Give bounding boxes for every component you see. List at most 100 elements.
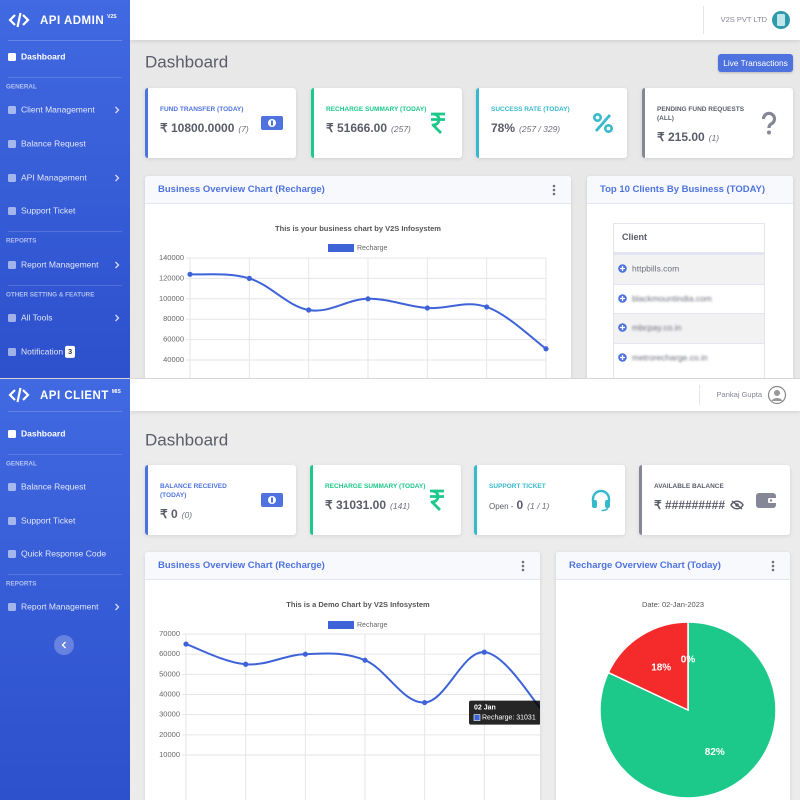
card-icon-part: [601, 507, 609, 512]
tooltip: 02 Jan Recharge: 31031: [469, 700, 540, 725]
top-bar: V2S PVT LTD: [130, 0, 800, 40]
table-row: mbcpay.co.in: [614, 313, 764, 343]
chart-subtitle: Date: 02-Jan-2023: [642, 600, 704, 609]
sidebar-divider: [8, 77, 122, 78]
chevron: [115, 106, 120, 114]
panel: Business Overview Chart (Recharge) This i…: [145, 176, 571, 378]
sidebar-item[interactable]: Dashboard: [0, 422, 130, 446]
sidebar-icon: [8, 550, 16, 558]
panel-title: Business Overview Chart (Recharge): [158, 183, 325, 195]
info-card: PENDING FUND REQUESTS (ALL) ₹ 215.00 (1): [642, 88, 793, 158]
hide-balance-icon[interactable]: [730, 500, 744, 510]
chevron: [115, 314, 120, 322]
y-tick-label: 80000: [163, 314, 184, 323]
sidebar-icon-part: [8, 314, 16, 322]
panel-menu[interactable]: [771, 560, 775, 572]
sidebar-item[interactable]: API Management: [0, 166, 130, 190]
chevron-part: [115, 174, 120, 182]
sidebar-item[interactable]: Balance Request: [0, 475, 130, 499]
brand-logo-part: [8, 12, 30, 28]
card-title: FUND TRANSFER (TODAY): [160, 106, 244, 113]
sidebar-item[interactable]: Client Management: [0, 98, 130, 122]
line-chart: This is a Demo Chart by V2S Infosystem Re…: [159, 600, 540, 800]
card-icon-part: [271, 497, 273, 503]
point: [422, 699, 428, 706]
point: [362, 657, 368, 663]
panel-menu[interactable]: [552, 184, 556, 196]
card-title: RECHARGE SUMMARY (TODAY): [326, 106, 427, 113]
sidebar-icon-part: [8, 140, 16, 148]
sidebar-section: REPORTS: [6, 237, 37, 245]
legend-label: Recharge: [357, 245, 387, 252]
info-card: AVAILABLE BALANCE ₹ #########: [639, 465, 790, 535]
card-title: SUPPORT TICKET: [489, 483, 546, 490]
sidebar-item[interactable]: Quick Response Code: [0, 542, 130, 566]
brand: API CLIENT MIS: [40, 386, 121, 404]
legend-swatch: [328, 621, 354, 629]
user-name[interactable]: Pankaj Gupta: [716, 389, 762, 399]
expand-icon[interactable]: [618, 293, 627, 303]
expand-icon[interactable]: [618, 352, 627, 362]
client-name: mbcpay.co.in: [632, 322, 682, 333]
user-name[interactable]: V2S PVT LTD: [720, 14, 767, 24]
tooltip-label: Recharge: 31031: [482, 714, 536, 721]
panel-menu-part: [771, 564, 775, 568]
sidebar-icon: [8, 603, 16, 611]
sidebar-item[interactable]: All Tools: [0, 306, 130, 330]
sidebar-icon: [8, 207, 16, 215]
brand-tag: MIS: [111, 388, 121, 395]
sidebar-icon: [8, 140, 16, 148]
y-tick-label: 100000: [159, 294, 184, 303]
sidebar-item[interactable]: Report Management: [0, 595, 130, 619]
card-icon: [261, 116, 283, 130]
point: [246, 275, 252, 281]
panel-menu[interactable]: [521, 560, 525, 572]
sidebar-divider: [8, 411, 122, 412]
table-row: blackmountindia.com: [614, 283, 764, 313]
client-dashboard: Pankaj Gupta API CLIENT MIS Dashboard GENERA…: [0, 378, 800, 800]
sidebar-toggle[interactable]: [54, 635, 74, 655]
info-card: RECHARGE SUMMARY (TODAY) ₹ 31031.00 (141): [310, 465, 461, 535]
point: [484, 304, 490, 310]
user-avatar-part: [777, 14, 785, 26]
expand-icon[interactable]: [618, 323, 627, 332]
sidebar-icon-part: [8, 348, 16, 356]
sidebar-item[interactable]: Dashboard: [0, 45, 130, 69]
panel: Top 10 Clients By Business (TODAY) Client…: [587, 176, 793, 378]
sidebar-item[interactable]: Balance Request: [0, 132, 130, 156]
panel-title: Business Overview Chart (Recharge): [158, 559, 325, 571]
sidebar-item[interactable]: Support Ticket: [0, 509, 130, 533]
sidebar-icon: [8, 53, 16, 61]
sidebar-item[interactable]: Notification 3: [0, 340, 130, 364]
card-title: SUCCESS RATE (TODAY): [491, 106, 570, 113]
user-avatar-part: [774, 390, 780, 396]
panel-header: Business Overview Chart (Recharge): [145, 552, 540, 580]
card-count: (0): [181, 510, 193, 520]
chart-subtitle: This is a Demo Chart by V2S Infosystem: [286, 600, 430, 609]
sidebar-item[interactable]: Report Management: [0, 253, 130, 277]
sidebar-label: Report Management: [21, 259, 99, 270]
expand-icon[interactable]: [618, 264, 627, 273]
point: [424, 305, 430, 311]
point: [187, 271, 193, 277]
live-transactions-button[interactable]: Live Transactions: [718, 54, 793, 72]
card-icon-part: [591, 489, 611, 502]
hide-balance-icon-part: [731, 500, 743, 510]
y-tick-label: 10000: [159, 750, 180, 759]
sidebar-icon: [8, 483, 16, 491]
user-avatar[interactable]: [767, 385, 787, 405]
sidebar-icon: [8, 314, 16, 322]
chevron-part: [115, 314, 120, 322]
card-value-row: ₹ 31031.00 (141): [325, 496, 461, 514]
user-avatar[interactable]: [771, 10, 791, 30]
panel-title: Recharge Overview Chart (Today): [569, 559, 721, 571]
card-count: (1): [708, 133, 720, 143]
sidebar-label: Balance Request: [21, 481, 86, 492]
legend-label: Recharge: [357, 622, 387, 629]
sidebar-icon: [8, 106, 16, 114]
brand-name: API CLIENT: [40, 390, 109, 403]
y-tick-label: 60000: [163, 335, 184, 344]
top-bar-divider: [699, 385, 700, 405]
sidebar-item[interactable]: Support Ticket: [0, 199, 130, 223]
point: [302, 651, 308, 657]
